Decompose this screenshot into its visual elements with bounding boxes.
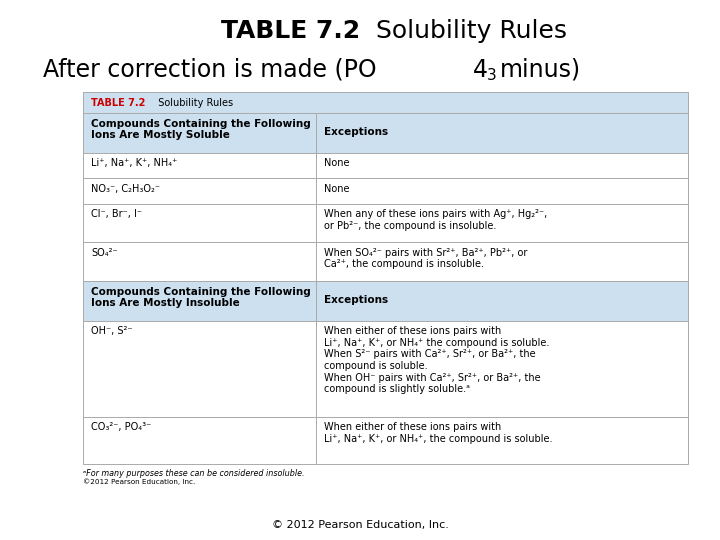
Bar [83,153,315,178]
Text: When either of these ions pairs with
Li⁺, Na⁺, K⁺, or NH₄⁺ the compound is solub: When either of these ions pairs with Li⁺… [324,326,549,394]
Text: 4: 4 [473,58,488,82]
Text: Compounds Containing the Following
Ions Are Mostly Soluble: Compounds Containing the Following Ions … [91,119,311,140]
Text: OH⁻, S²⁻: OH⁻, S²⁻ [91,326,133,336]
Text: When SO₄²⁻ pairs with Sr²⁺, Ba²⁺, Pb²⁺, or
Ca²⁺, the compound is insoluble.: When SO₄²⁻ pairs with Sr²⁺, Ba²⁺, Pb²⁺, … [324,248,528,269]
Text: Solubility Rules: Solubility Rules [360,19,567,43]
Bar [83,242,315,281]
Bar [315,204,688,242]
Bar [83,281,315,321]
Text: ᵃFor many purposes these can be considered insoluble.: ᵃFor many purposes these can be consider… [83,469,305,478]
Bar [315,178,688,204]
Text: SO₄²⁻: SO₄²⁻ [91,248,118,258]
Text: TABLE 7.2: TABLE 7.2 [221,19,360,43]
Text: None: None [324,158,350,168]
Text: Exceptions: Exceptions [324,127,388,137]
Text: Exceptions: Exceptions [324,295,388,305]
Text: Compounds Containing the Following
Ions Are Mostly Insoluble: Compounds Containing the Following Ions … [91,287,311,308]
Bar [315,417,688,464]
Bar [83,417,315,464]
Bar [315,281,688,321]
Bar [83,113,315,153]
Text: When either of these ions pairs with
Li⁺, Na⁺, K⁺, or NH₄⁺, the compound is solu: When either of these ions pairs with Li⁺… [324,422,553,444]
Bar [315,153,688,178]
Text: Solubility Rules: Solubility Rules [152,98,233,107]
Text: 3: 3 [487,68,497,83]
Bar [315,113,688,153]
Bar [83,178,315,204]
Text: TABLE 7.2: TABLE 7.2 [91,98,146,107]
Text: NO₃⁻, C₂H₃O₂⁻: NO₃⁻, C₂H₃O₂⁻ [91,184,161,194]
Text: None: None [324,184,350,194]
Bar [83,321,315,417]
Bar [315,242,688,281]
Text: minus): minus) [500,58,581,82]
Text: ©2012 Pearson Education, Inc.: ©2012 Pearson Education, Inc. [83,478,195,484]
Text: Li⁺, Na⁺, K⁺, NH₄⁺: Li⁺, Na⁺, K⁺, NH₄⁺ [91,158,178,168]
Text: When any of these ions pairs with Ag⁺, Hg₂²⁻,
or Pb²⁻, the compound is insoluble: When any of these ions pairs with Ag⁺, H… [324,209,547,231]
Bar [83,92,688,113]
Text: © 2012 Pearson Education, Inc.: © 2012 Pearson Education, Inc. [271,520,449,530]
Text: After correction is made (PO: After correction is made (PO [43,58,377,82]
Text: CO₃²⁻, PO₄³⁻: CO₃²⁻, PO₄³⁻ [91,422,152,433]
Text: Cl⁻, Br⁻, I⁻: Cl⁻, Br⁻, I⁻ [91,209,143,219]
Bar [315,321,688,417]
Bar [83,204,315,242]
